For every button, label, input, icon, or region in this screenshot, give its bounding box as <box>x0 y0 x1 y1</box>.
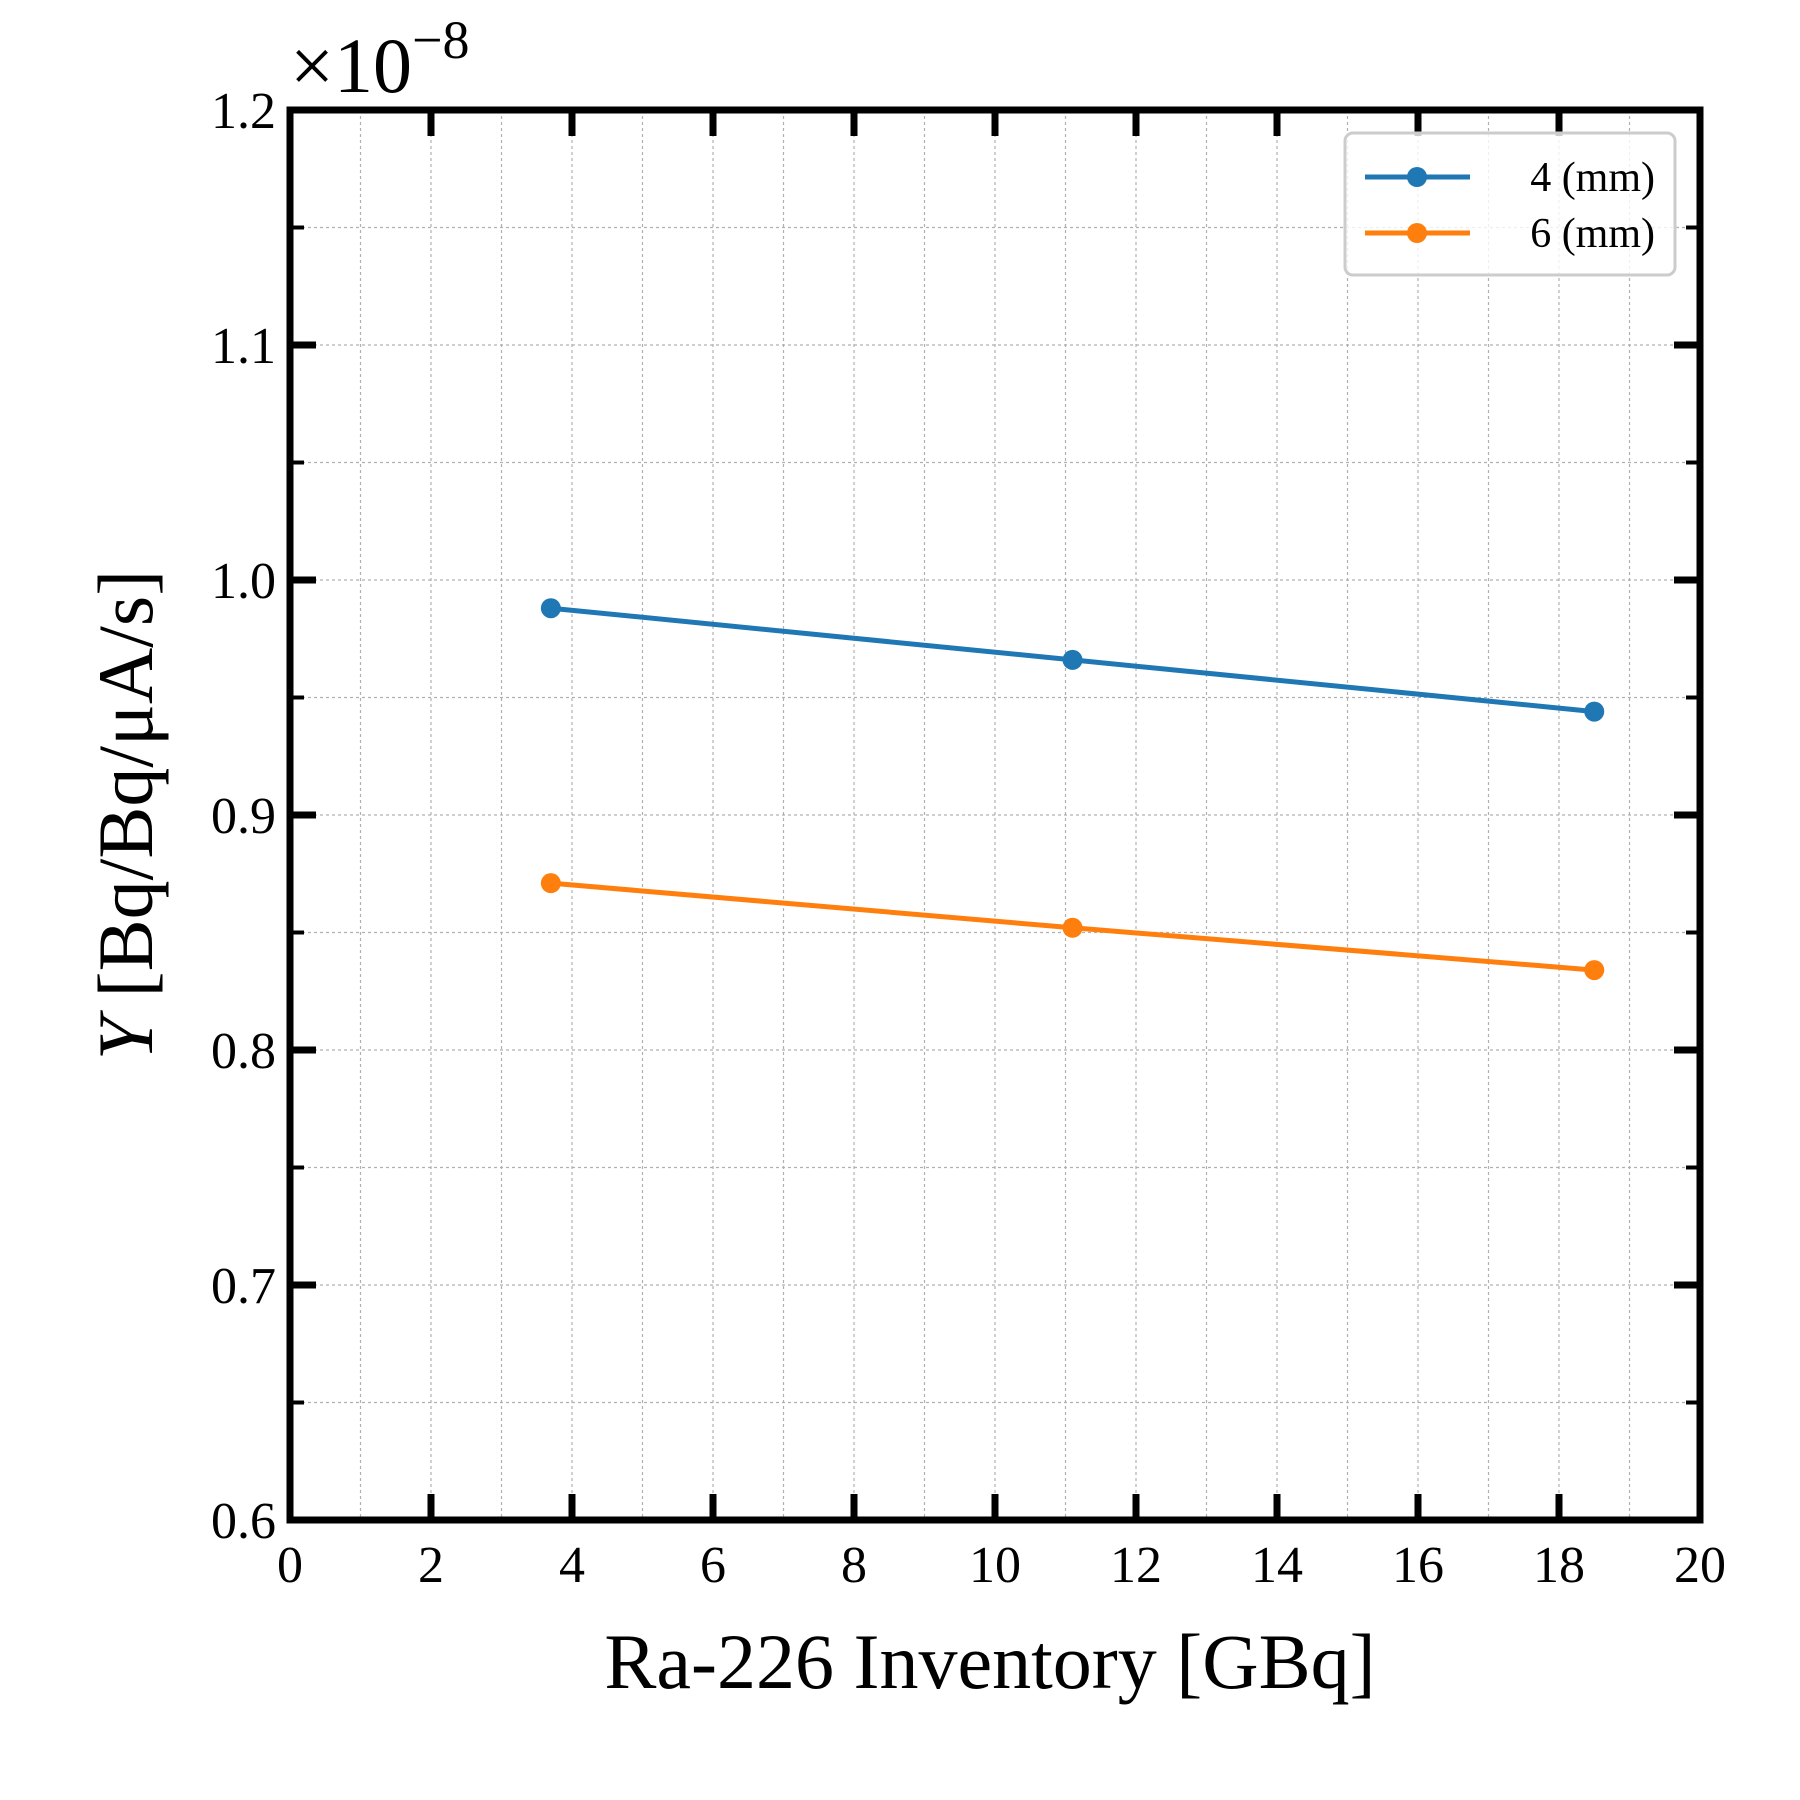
y-tick-label: 0.8 <box>211 1023 276 1080</box>
y-multiplier-exponent: −8 <box>412 10 469 70</box>
y-tick-label: 0.7 <box>211 1258 276 1315</box>
legend-marker <box>1407 223 1427 243</box>
series-layer <box>540 598 1605 981</box>
series-1 <box>540 873 1605 981</box>
y-axis-symbol: Y <box>82 1009 169 1060</box>
legend-box <box>1343 131 1677 277</box>
x-tick-label: 8 <box>841 1537 867 1594</box>
y-tick-label: 1.2 <box>211 83 276 140</box>
tick-labels: 0 2 4 6 8 10 12 14 16 18 20 0.6 0.7 0.8 0.9 1.0 1.1 1.2 <box>211 83 1726 1594</box>
series-0 <box>540 598 1605 722</box>
legend-label: 4 (mm) <box>1530 155 1655 201</box>
x-tick-label: 2 <box>418 1537 444 1594</box>
x-tick-label: 4 <box>559 1537 585 1594</box>
y-axis-label: Y [Bq/Bq/μA/s] <box>82 570 169 1060</box>
data-point <box>1062 649 1083 670</box>
data-point <box>1584 960 1605 981</box>
x-axis-label: Ra-226 Inventory [GBq] <box>604 1618 1375 1705</box>
x-tick-label: 6 <box>700 1537 726 1594</box>
y-tick-label: 1.1 <box>211 318 276 375</box>
x-tick-label: 12 <box>1110 1537 1162 1594</box>
plot-frame <box>286 106 1704 1524</box>
legend-marker <box>1407 167 1427 187</box>
y-tick-label: 1.0 <box>211 553 276 610</box>
x-tick-label: 16 <box>1392 1537 1444 1594</box>
x-tick-label: 20 <box>1674 1537 1726 1594</box>
data-point <box>540 873 561 894</box>
legend: 4 (mm) 6 (mm) <box>1343 131 1677 277</box>
y-axis-multiplier: ×10−8 <box>290 10 469 109</box>
x-tick-label: 14 <box>1251 1537 1303 1594</box>
x-tick-label: 18 <box>1533 1537 1585 1594</box>
legend-item: 4 (mm) <box>1365 155 1655 201</box>
x-tick-label: 0 <box>277 1537 303 1594</box>
legend-items: 4 (mm) 6 (mm) <box>1365 155 1655 257</box>
legend-label: 6 (mm) <box>1530 211 1655 257</box>
y-tick-label: 0.9 <box>211 788 276 845</box>
legend-item: 6 (mm) <box>1365 211 1655 257</box>
x-tick-label: 10 <box>969 1537 1021 1594</box>
y-axis-units: [Bq/Bq/μA/s] <box>82 570 169 1017</box>
y-multiplier-base: ×10 <box>290 22 412 109</box>
data-point <box>1062 917 1083 938</box>
y-tick-label: 0.6 <box>211 1493 276 1550</box>
data-point <box>1584 701 1605 722</box>
data-point <box>540 598 561 619</box>
